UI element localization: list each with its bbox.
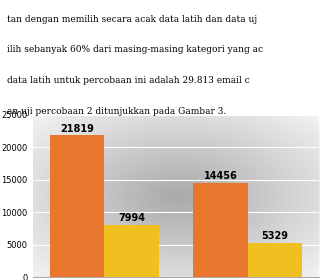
Text: 14456: 14456 bbox=[204, 171, 237, 181]
Text: 5329: 5329 bbox=[261, 231, 289, 241]
Bar bbox=[248, 242, 302, 277]
Text: 7994: 7994 bbox=[118, 213, 145, 223]
Text: an uji percobaan 2 ditunjukkan pada Gambar 3.: an uji percobaan 2 ditunjukkan pada Gamb… bbox=[7, 107, 226, 116]
Text: data latih untuk percobaan ini adalah 29.813 email c: data latih untuk percobaan ini adalah 29… bbox=[7, 76, 249, 85]
Bar bbox=[104, 225, 159, 277]
Text: 21819: 21819 bbox=[60, 123, 94, 134]
Bar bbox=[50, 136, 104, 277]
Text: tan dengan memilih secara acak data latih dan data uj: tan dengan memilih secara acak data lati… bbox=[7, 15, 257, 24]
Text: ilih sebanyak 60% dari masing-masing kategori yang ac: ilih sebanyak 60% dari masing-masing kat… bbox=[7, 45, 263, 54]
Bar bbox=[193, 183, 248, 277]
